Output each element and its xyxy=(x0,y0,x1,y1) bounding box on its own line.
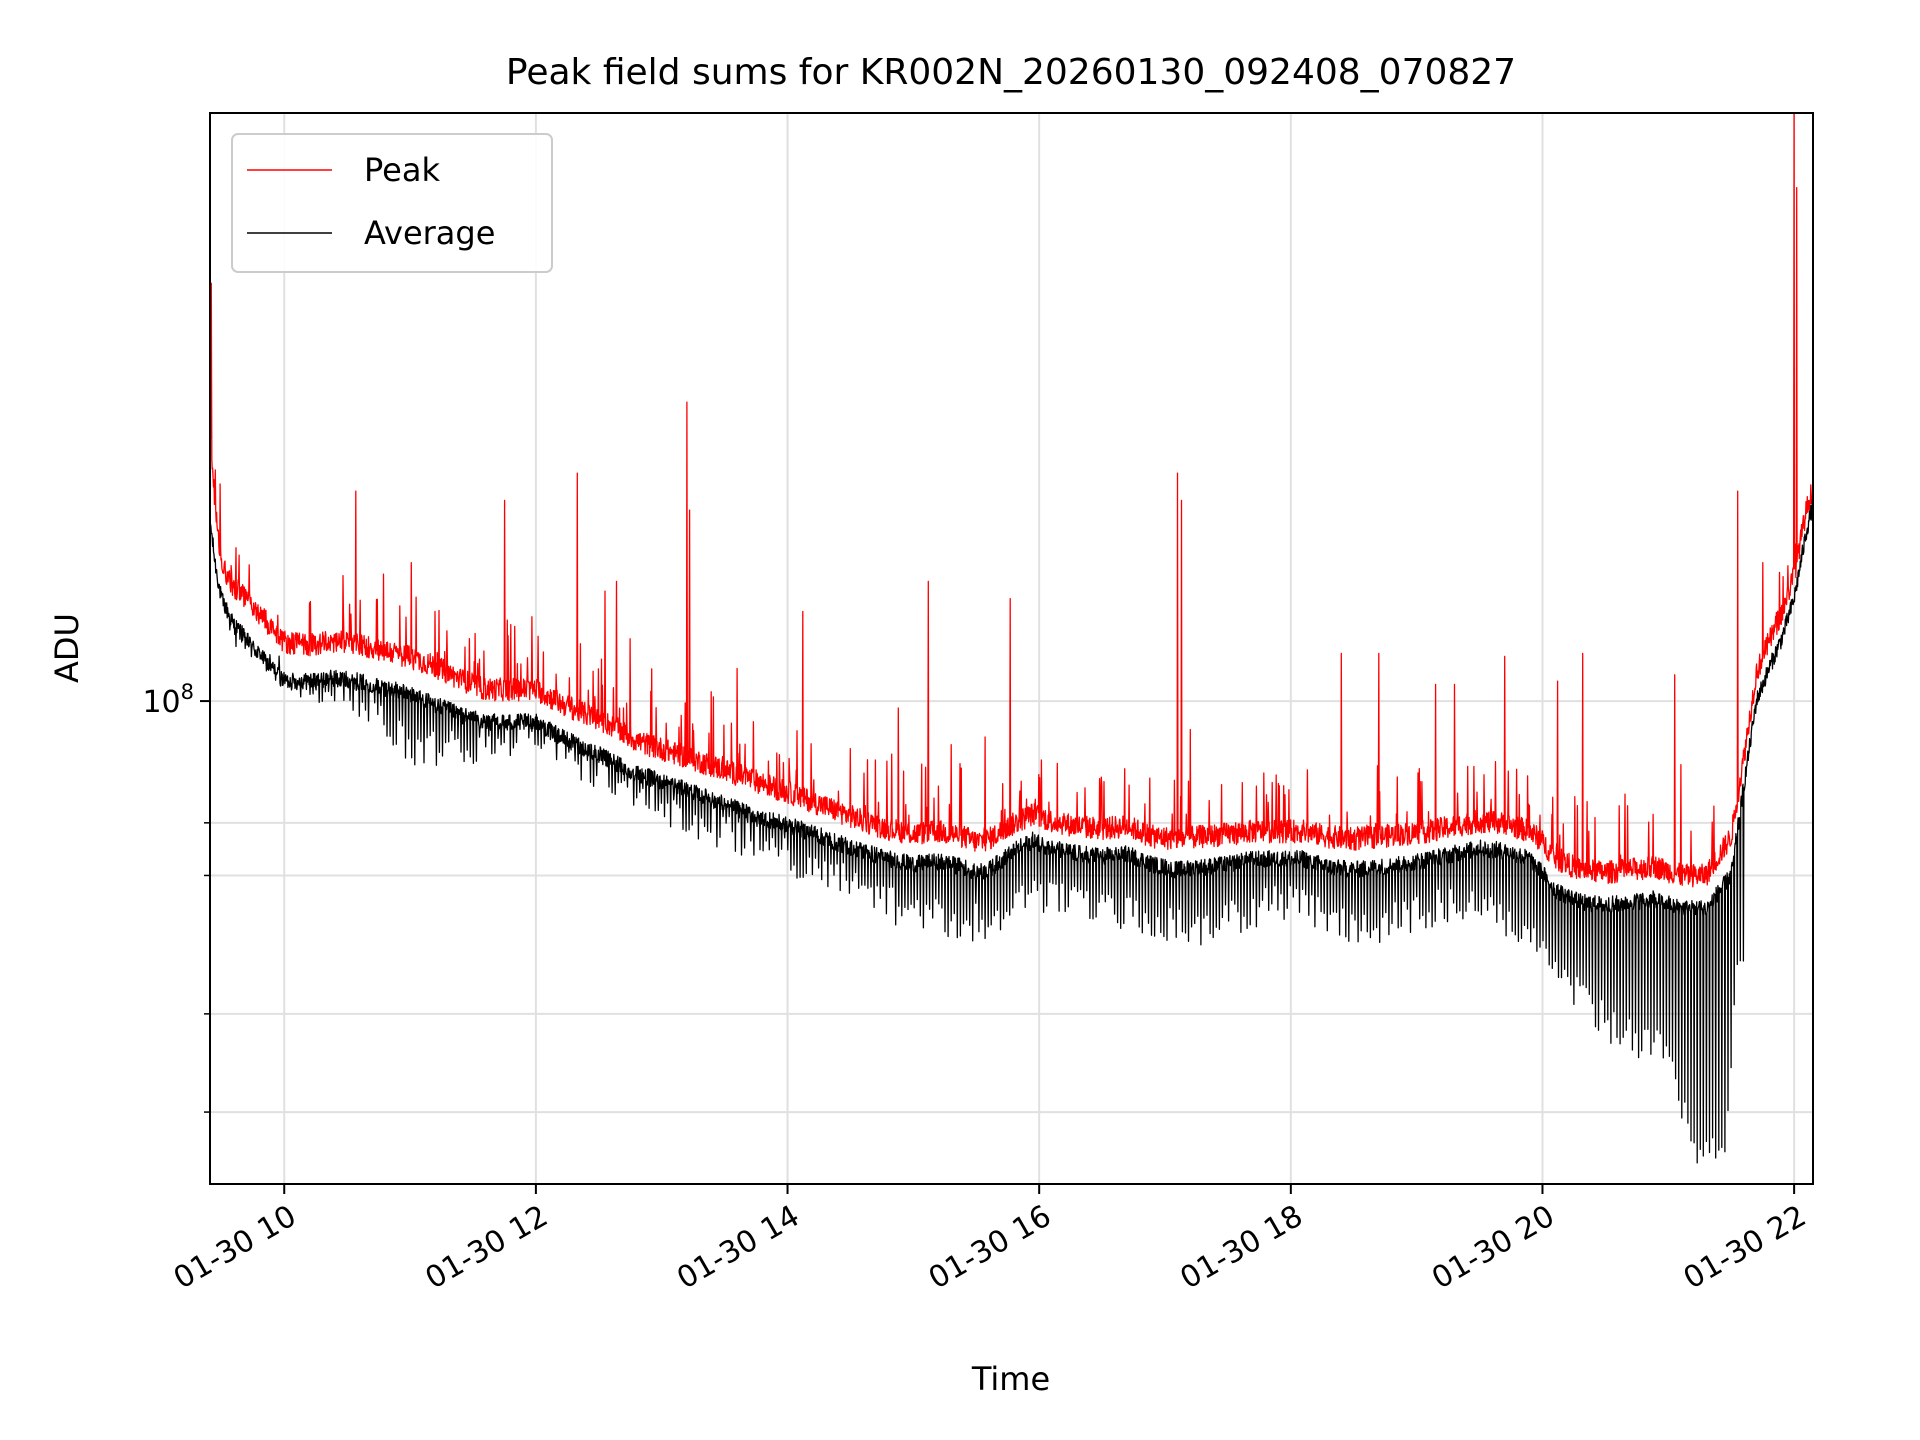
y-tick-exponent: 8 xyxy=(181,680,194,704)
y-axis-label: ADU xyxy=(48,613,86,683)
legend-label-average: Average xyxy=(364,214,495,252)
legend-label-peak: Peak xyxy=(364,151,440,189)
series-line-average xyxy=(210,497,1813,1164)
legend: Peak Average xyxy=(231,133,553,273)
legend-box xyxy=(231,133,553,273)
chart-title: Peak field sums for KR002N_20260130_0924… xyxy=(506,52,1516,93)
y-tick-base: 10 xyxy=(142,685,180,720)
plot-frame xyxy=(209,112,1814,1185)
series-layer xyxy=(210,113,1813,1164)
x-axis-label: Time xyxy=(971,1360,1050,1398)
y-tick-label: 108 xyxy=(142,680,194,720)
series-line-peak xyxy=(210,113,1813,888)
